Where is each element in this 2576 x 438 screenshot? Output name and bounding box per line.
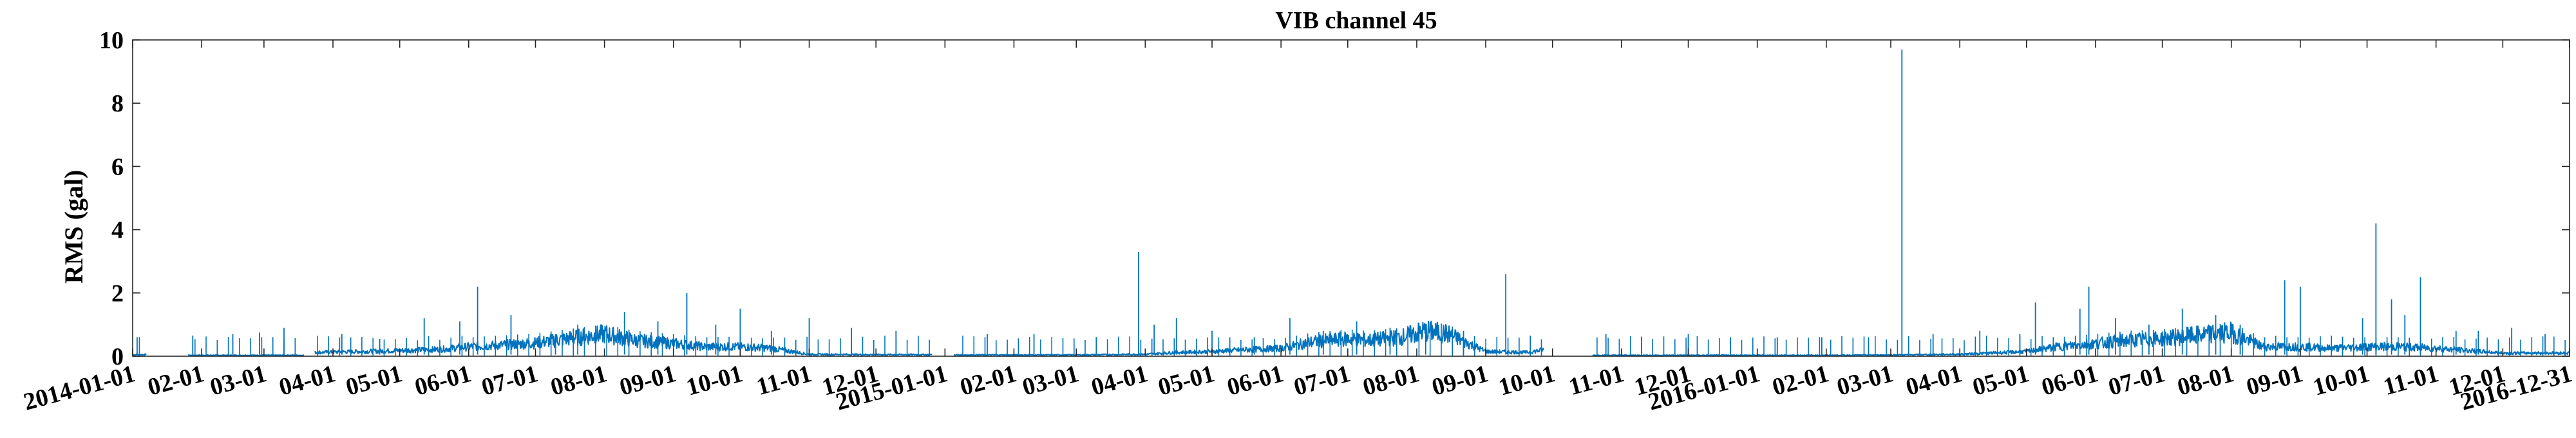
periodic-spikes — [138, 322, 2566, 356]
y-tick-label: 2 — [111, 280, 124, 307]
y-axis-label: RMS (gal) — [59, 170, 88, 284]
series-layer — [132, 49, 2570, 357]
y-tick-label: 4 — [111, 217, 124, 244]
plot-frame — [132, 39, 2570, 357]
y-tick-label: 0 — [111, 343, 124, 370]
y-tick-label: 10 — [99, 27, 124, 54]
y-tick-label: 6 — [111, 153, 124, 180]
y-tick-label: 8 — [111, 90, 124, 117]
chart-title: VIB channel 45 — [1275, 7, 1437, 34]
